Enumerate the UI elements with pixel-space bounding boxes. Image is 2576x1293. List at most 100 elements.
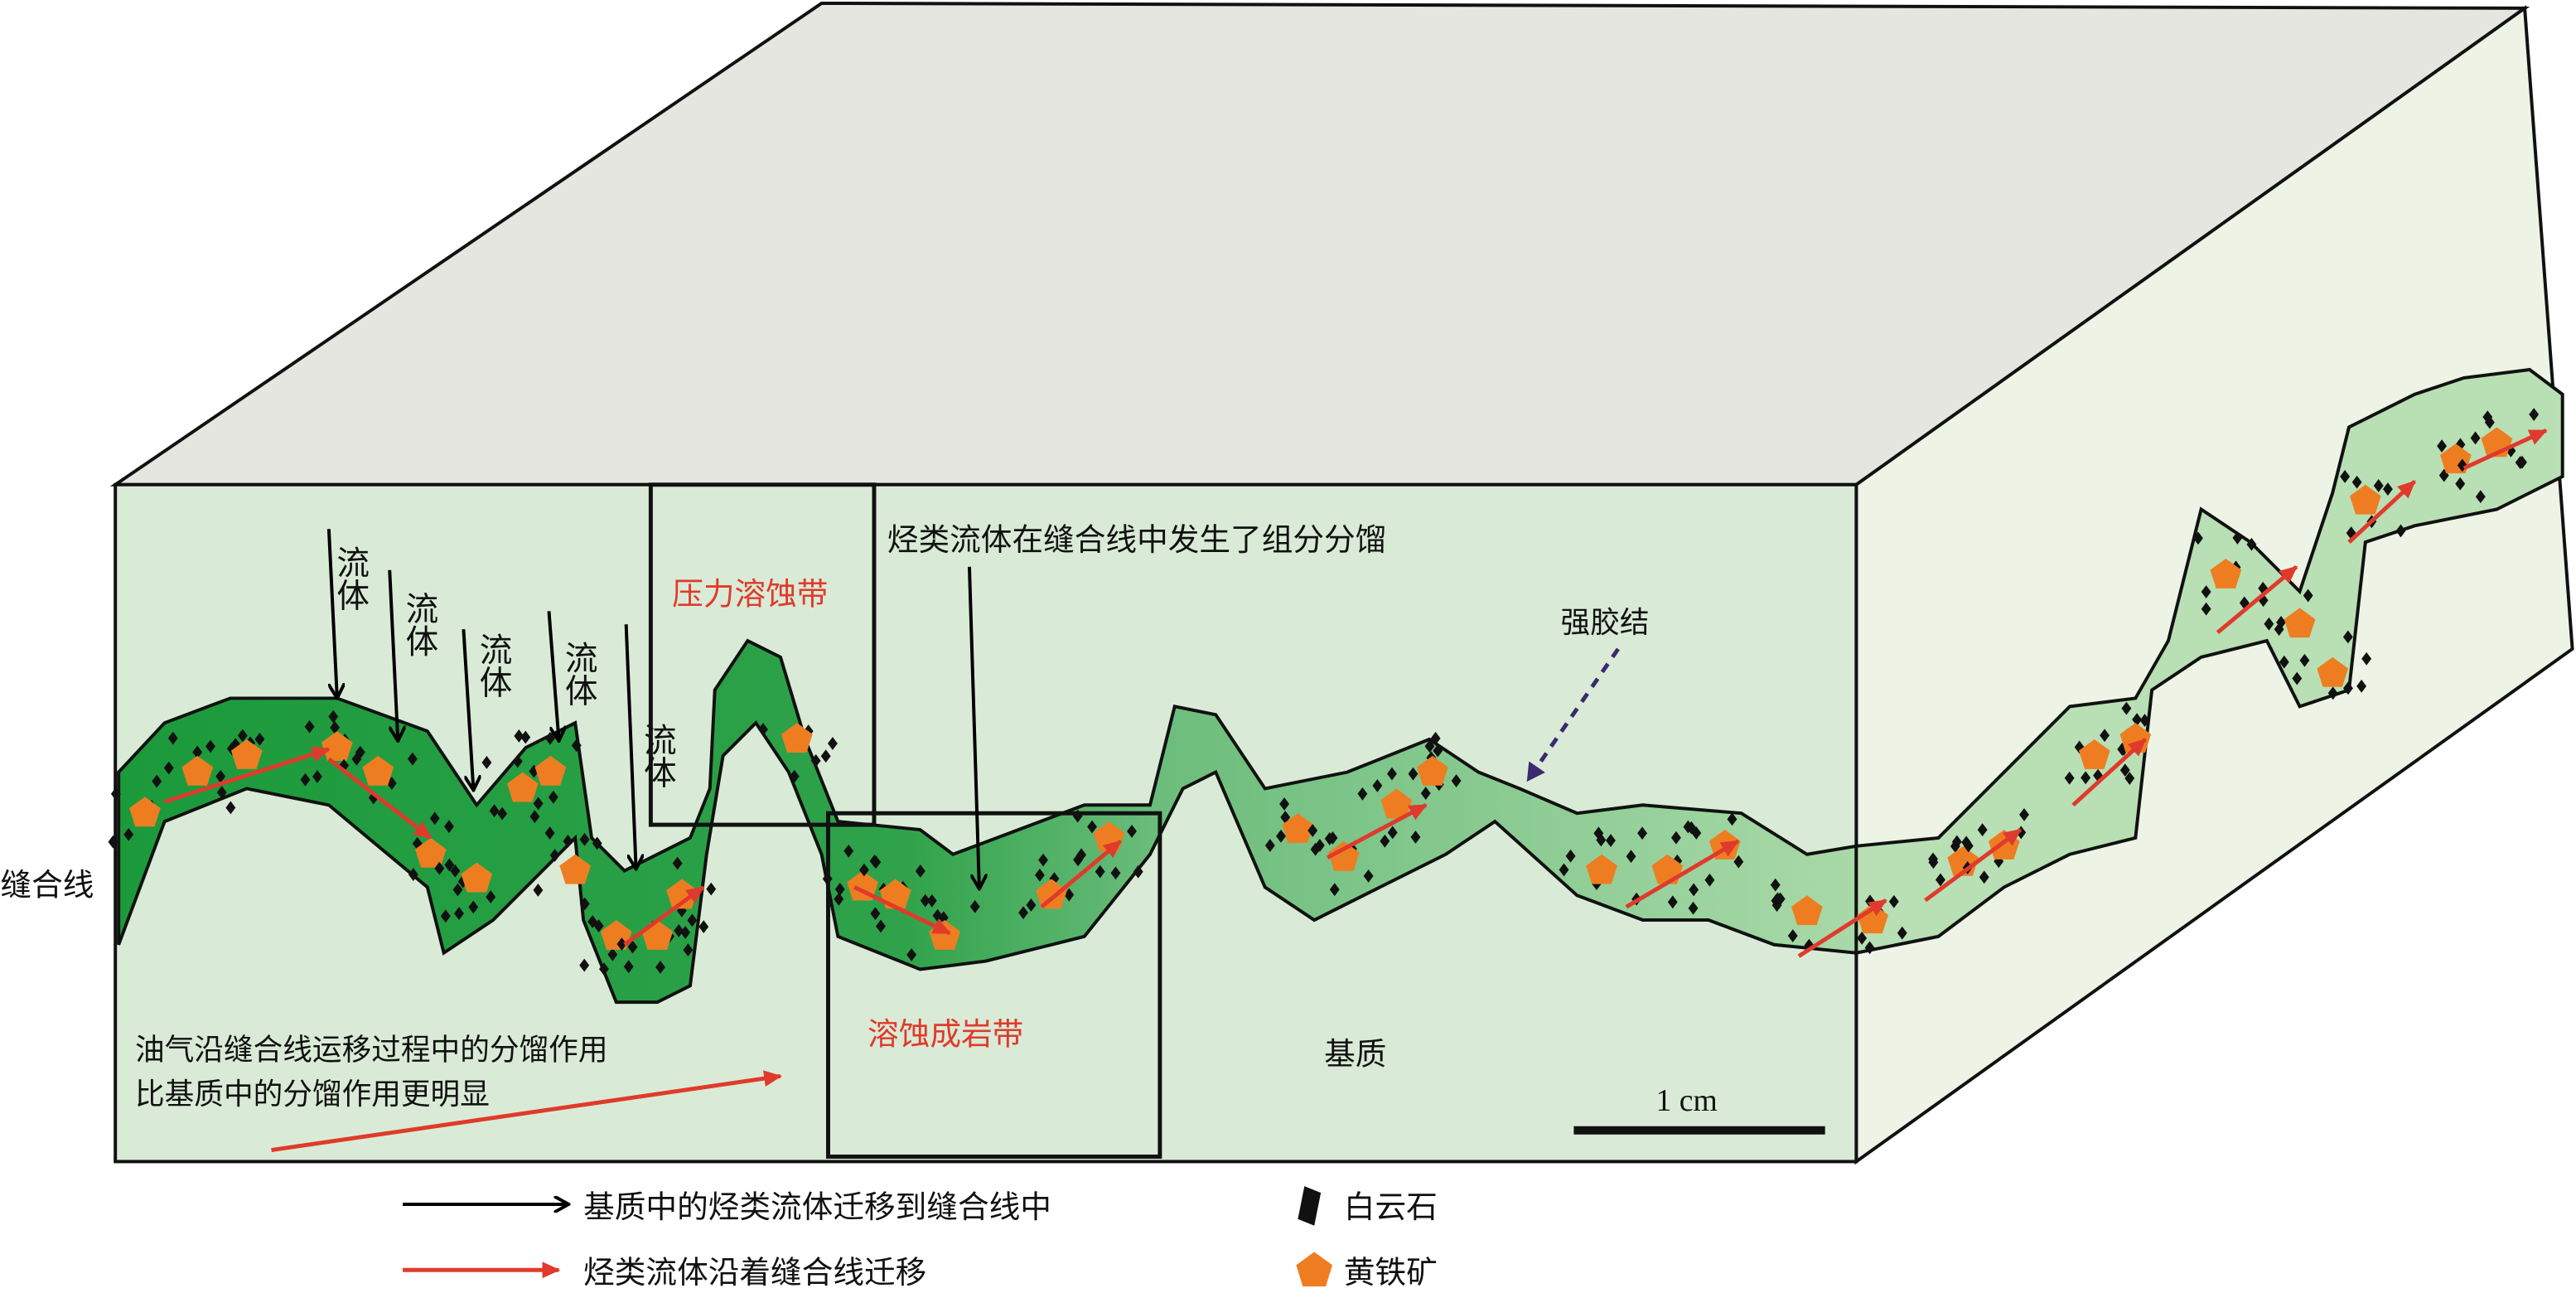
fluid-arrow (624, 624, 636, 867)
dolomite (672, 856, 683, 870)
dolomite (205, 739, 215, 753)
dolomite (2192, 531, 2203, 545)
dolomite (655, 960, 665, 974)
legend-label: 黄铁矿 (1344, 1256, 1438, 1291)
dolomite (2373, 479, 2384, 492)
dolomite (1686, 821, 1697, 835)
fluid-label: 流体 (560, 641, 597, 706)
dolomite (1770, 878, 1781, 892)
pyrite (2349, 484, 2381, 515)
dolomite (1420, 787, 1431, 801)
dolomite (2292, 671, 2303, 685)
dolomite (444, 858, 455, 872)
migration-arrows (163, 429, 2548, 1152)
dolomite (2064, 771, 2075, 785)
dolomite (2437, 439, 2448, 453)
dolomite (1372, 778, 1383, 792)
dolomite (407, 752, 418, 766)
dolomite (2139, 714, 2150, 727)
migration-note: 比基质中的分馏作用更明显 (135, 1078, 490, 1111)
dolomite (926, 893, 937, 908)
dolomite (454, 907, 464, 921)
dolomite (1026, 898, 1037, 912)
pyrite (559, 854, 592, 884)
dolomite (1095, 864, 1105, 879)
dolomite (623, 960, 634, 974)
dolomite (548, 790, 558, 804)
dolomite (2470, 431, 2481, 445)
dolomite (2327, 686, 2338, 700)
dolomite (563, 834, 573, 848)
dolomite (1727, 812, 1737, 826)
dolomite (579, 832, 590, 846)
dolomite (2343, 681, 2353, 695)
dolomite (1688, 901, 1699, 915)
dolomite (1626, 850, 1636, 864)
dolomite (1110, 866, 1121, 880)
dolomite (2455, 477, 2466, 491)
dolomite (2482, 410, 2493, 424)
pyrite (414, 837, 447, 868)
dolomite (429, 811, 440, 826)
dolomite (514, 729, 524, 743)
dolomite (167, 731, 178, 745)
pyrite (1417, 755, 1448, 786)
dolomite (328, 709, 339, 724)
dissolution-zone-label: 溶蚀成岩带 (868, 1018, 1023, 1053)
dolomite (443, 820, 454, 834)
dolomite (1637, 826, 1647, 840)
fluid-arrow (388, 569, 398, 739)
dolomite (1857, 931, 1868, 945)
dolomite (627, 940, 638, 954)
fractionation-note: 烃类流体在缝合线中发生了组分分馏 (887, 523, 1387, 558)
dolomite (1424, 739, 1435, 753)
dolomite (2264, 617, 2274, 631)
pyrite (2317, 656, 2349, 687)
dolomite (1087, 820, 1097, 834)
pyrite (1586, 854, 1617, 884)
dolomite (810, 753, 821, 768)
dolomite (1363, 869, 1374, 883)
dolomite (571, 739, 582, 753)
dolomite (2124, 772, 2135, 785)
scale-label: 1 cm (1656, 1083, 1718, 1118)
dolomite (312, 770, 322, 783)
pyrite (2210, 558, 2242, 588)
dolomite (2081, 771, 2091, 785)
dolomite (2529, 408, 2540, 421)
dolomite (2119, 763, 2130, 777)
fluid-arrow (547, 611, 559, 739)
dolomite (1310, 842, 1321, 856)
dolomite (2342, 630, 2353, 644)
dolomite (450, 864, 461, 878)
dolomite (2276, 615, 2287, 629)
pyrite (2284, 608, 2316, 638)
dolomite (1076, 848, 1087, 862)
pressure-zone-label: 压力溶蚀带 (672, 577, 828, 612)
dolomite (2299, 653, 2310, 667)
dolomite (757, 723, 768, 736)
dolomite (1963, 839, 1974, 853)
dolomite (1979, 870, 1989, 884)
dolomite (215, 769, 226, 783)
dolomite (706, 882, 717, 896)
dolomite (237, 729, 248, 743)
pyrite (1380, 788, 1413, 819)
fluid-label: 流体 (639, 723, 675, 788)
dolomite (592, 836, 602, 850)
migration-note: 油气沿缝合线运移过程中的分馏作用 (135, 1034, 608, 1067)
fluid-arrows (326, 529, 979, 887)
dolomite (1430, 731, 1441, 745)
dolomite (2121, 701, 2132, 715)
cementation-label: 强胶结 (1561, 606, 1650, 639)
dolomite (452, 883, 463, 897)
dolomite (2351, 475, 2362, 489)
dolomite (1667, 895, 1678, 909)
pyrite (506, 772, 539, 802)
dolomite (533, 797, 544, 811)
dolomite (2100, 729, 2110, 743)
pressure-zone-box (648, 482, 877, 827)
stylolite-band-side (1854, 367, 2564, 956)
dolomite (1018, 906, 1029, 920)
legend-label: 基质中的烃类流体迁移到缝合线中 (583, 1190, 1051, 1225)
